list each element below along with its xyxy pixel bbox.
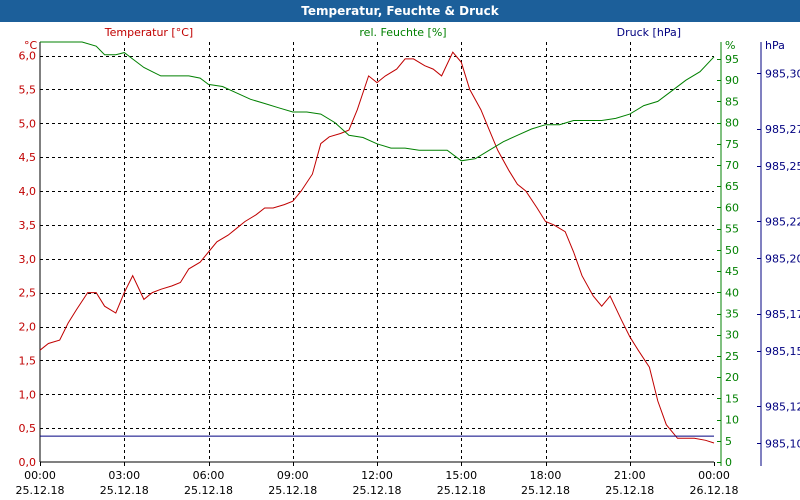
date-tick-label: 25.12.18 [353,484,402,497]
temperature-tick-label: 5,0 [19,117,37,130]
humidity-tick-label: 90 [725,74,739,87]
temperature-tick-label: 5,5 [19,83,37,96]
date-tick-label: 25.12.18 [437,484,486,497]
pressure-tick-label: 985,30 [765,67,800,80]
series-lines [39,41,715,444]
pressure-tick-label: 985,20 [765,252,800,265]
grid [40,42,714,462]
time-tick-label: 03:00 [108,469,140,482]
temperature-tick-label: 0,0 [19,456,37,469]
title-bar: Temperatur, Feuchte & Druck [0,0,800,22]
pressure-tick-label: 985,27 [765,123,800,136]
temperature-tick-label: 4,0 [19,185,37,198]
temperature-tick-label: 4,5 [19,151,37,164]
humidity-tick-label: 95 [725,53,739,66]
temperature-tick-label: 0,5 [19,422,37,435]
temperature-tick-label: 2,5 [19,287,37,300]
humidity-tick-label: 30 [725,329,739,342]
time-tick-label: 18:00 [530,469,562,482]
temperature-tick-label: 3,0 [19,253,37,266]
humidity-tick-label: 70 [725,159,739,172]
pressure-tick-label: 985,12 [765,400,800,413]
date-tick-label: 26.12.18 [690,484,739,497]
humidity-axis-ticks: 0 5 10 15 20 25 30 35 40 45 50 55 60 65 70 75 80 85 90 95 [717,53,739,469]
date-tick-label: 25.12.18 [268,484,317,497]
humidity-tick-label: 60 [725,201,739,214]
temperature-line [39,51,715,444]
humidity-tick-label: 15 [725,392,739,405]
time-tick-label: 06:00 [193,469,225,482]
humidity-unit-label: % [725,39,735,52]
temperature-tick-label: 3,5 [19,219,37,232]
date-tick-label: 25.12.18 [100,484,149,497]
time-tick-label: 00:00 [698,469,730,482]
date-tick-label: 25.12.18 [184,484,233,497]
pressure-axis-ticks: 985,10 985,12 985,15 985,17 985,20 985,22 985,… [757,67,800,450]
humidity-line [40,41,715,162]
humidity-legend: rel. Feuchte [%] [359,26,446,39]
humidity-tick-label: 20 [725,371,739,384]
humidity-tick-label: 85 [725,95,739,108]
date-tick-label: 25.12.18 [16,484,65,497]
humidity-tick-label: 40 [725,286,739,299]
date-tick-label: 25.12.18 [521,484,570,497]
pressure-tick-label: 985,17 [765,308,800,321]
temperature-tick-label: 2,0 [19,321,37,334]
pressure-legend: Druck [hPa] [617,26,681,39]
date-tick-label: 25.12.18 [605,484,654,497]
temperature-axis-ticks: 0,0 0,5 1,0 1,5 2,0 2,5 3,0 3,5 4,0 4,5 5,0 5,5 6,0 [19,50,37,469]
humidity-tick-label: 5 [725,435,732,448]
humidity-tick-label: 45 [725,265,739,278]
temperature-tick-label: 1,0 [19,388,37,401]
humidity-tick-label: 65 [725,180,739,193]
pressure-unit-label: hPa [765,39,785,52]
pressure-tick-label: 985,10 [765,437,800,450]
pressure-tick-label: 985,22 [765,215,800,228]
humidity-tick-label: 80 [725,117,739,130]
time-tick-label: 12:00 [361,469,393,482]
pressure-tick-label: 985,15 [765,345,800,358]
temperature-tick-label: 1,5 [19,354,37,367]
humidity-tick-label: 75 [725,138,739,151]
humidity-tick-label: 50 [725,244,739,257]
time-axis-ticks: 00:00 25.12.18 03:00 25.12.18 06:00 25.12.18 0… [16,462,739,497]
window-title: Temperatur, Feuchte & Druck [301,4,499,18]
time-tick-label: 15:00 [445,469,477,482]
time-tick-label: 00:00 [24,469,56,482]
time-tick-label: 09:00 [277,469,309,482]
humidity-tick-label: 55 [725,223,739,236]
humidity-tick-label: 25 [725,350,739,363]
humidity-tick-label: 0 [725,456,732,469]
humidity-tick-label: 35 [725,308,739,321]
temperature-legend: Temperatur [°C] [104,26,193,39]
pressure-tick-label: 985,25 [765,160,800,173]
temperature-unit-label: °C [24,39,38,52]
humidity-tick-label: 10 [725,414,739,427]
time-tick-label: 21:00 [614,469,646,482]
temperature-tick-label: 6,0 [19,50,37,63]
